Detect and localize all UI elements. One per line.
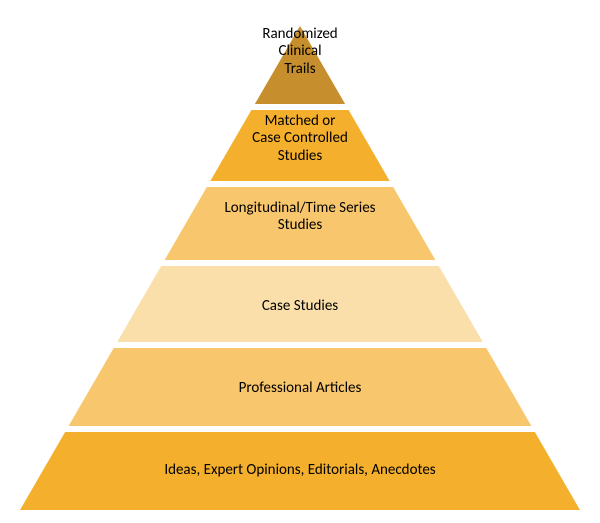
tier-ideas-shape <box>20 432 580 510</box>
tier-articles-shape <box>69 348 532 426</box>
pyramid-svg <box>0 0 600 523</box>
evidence-pyramid: RandomizedClinicalTrailsMatched orCase C… <box>0 0 600 523</box>
tier-case-shape <box>117 266 483 342</box>
tier-matched-shape <box>210 110 389 181</box>
tier-rct-shape <box>255 26 345 104</box>
tier-longitudinal-shape <box>165 187 436 260</box>
